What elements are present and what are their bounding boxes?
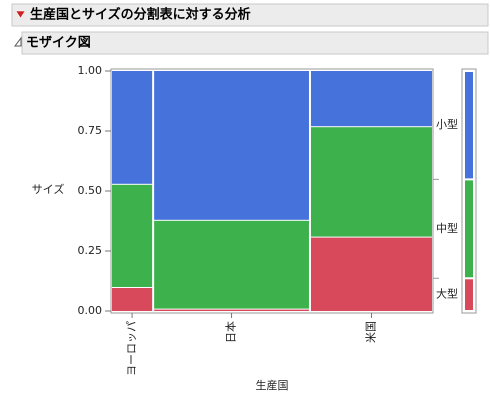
x-tick-label: ヨーロッパ: [125, 321, 138, 376]
section-title: モザイク図: [26, 36, 91, 51]
x-axis-title: 生産国: [256, 378, 289, 392]
mosaic-cell: [154, 71, 309, 220]
mosaic-cell: [310, 127, 432, 237]
disclosure-icon[interactable]: [14, 36, 22, 47]
margin-cell: [465, 72, 473, 179]
legend-label: 中型: [436, 221, 458, 235]
report-title: 生産国とサイズの分割表に対する分析: [30, 7, 251, 23]
y-axis-title: サイズ: [32, 182, 65, 196]
disclosure-icon[interactable]: [15, 10, 26, 19]
mosaic-cell: [154, 220, 309, 309]
margin-cell: [465, 180, 473, 278]
mosaic-cell: [112, 288, 153, 311]
mosaic-cell: [154, 309, 309, 311]
mosaic-cell: [310, 71, 432, 127]
legend-label: 大型: [436, 287, 458, 301]
y-tick-label: 0.00: [78, 304, 103, 317]
legend-label: 小型: [436, 117, 458, 131]
y-tick-label: 0.50: [78, 184, 103, 197]
margin-cell: [465, 279, 473, 310]
section-header: [21, 31, 489, 55]
y-tick-label: 0.25: [78, 244, 103, 257]
y-tick-label: 1.00: [78, 64, 103, 77]
mosaic-cell: [112, 71, 153, 184]
x-tick-label: 日本: [224, 321, 238, 343]
mosaic-cell: [112, 184, 153, 287]
x-tick-label: 米国: [364, 321, 377, 343]
report-header: [11, 3, 489, 27]
mosaic-cell: [310, 237, 432, 311]
y-tick-label: 0.75: [78, 124, 103, 137]
